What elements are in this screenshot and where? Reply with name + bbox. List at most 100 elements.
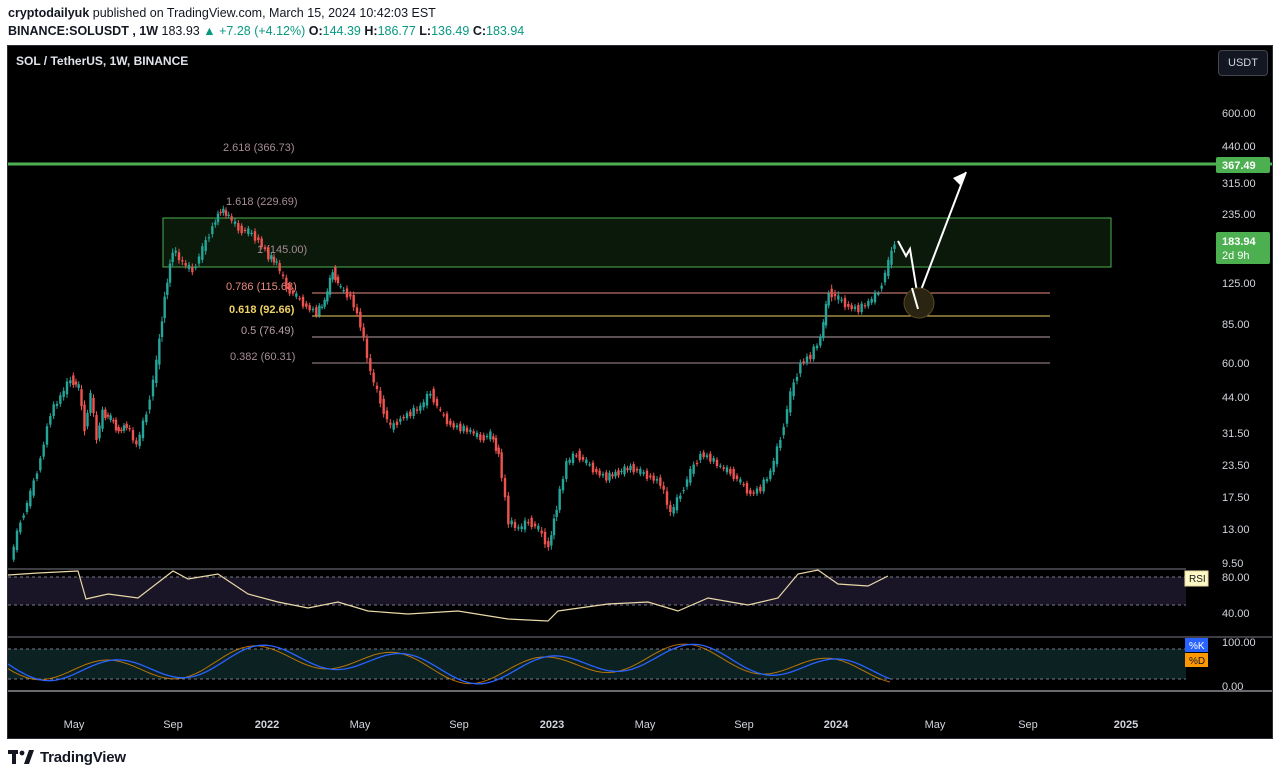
candle-body	[114, 419, 118, 431]
candle-body	[850, 305, 853, 310]
price-axis-label: 85.00	[1222, 319, 1250, 331]
candle-body	[415, 409, 419, 411]
candle-body	[729, 468, 732, 474]
interval: 1W	[139, 24, 159, 38]
fib-label: 0.618 (92.66)	[229, 304, 295, 316]
open-value: 144.39	[322, 24, 361, 38]
candle-body	[288, 284, 291, 294]
countdown-badge: 2d 9h	[1222, 250, 1250, 262]
candle-body	[617, 470, 620, 476]
stoch-d-line	[8, 643, 891, 685]
time-axis-label: Sep	[163, 719, 183, 731]
candle-body	[359, 311, 362, 328]
candle-body	[253, 231, 257, 241]
time-axis-label: Sep	[1018, 719, 1038, 731]
candle-body	[837, 295, 840, 300]
candle-body	[611, 474, 614, 477]
candle-body	[29, 490, 32, 507]
candle-body	[62, 390, 65, 397]
candle-body	[877, 293, 880, 295]
publish-header: cryptodailyuk published on TradingView.c…	[8, 4, 1268, 40]
last-price: 183.93	[161, 24, 200, 38]
candle-body	[141, 420, 145, 439]
candle-body	[305, 303, 308, 307]
publisher-name[interactable]: cryptodailyuk	[8, 6, 90, 20]
candle-body	[494, 437, 498, 451]
candle-body	[89, 392, 92, 413]
candle-body	[55, 403, 59, 406]
candle-body	[219, 211, 222, 214]
candle-body	[682, 489, 685, 492]
candle-body	[507, 495, 510, 525]
time-axis-label: May	[635, 719, 656, 731]
rsi-line	[8, 569, 889, 622]
candle-body	[155, 359, 158, 384]
candle-body	[311, 308, 315, 311]
candle-body	[847, 303, 850, 307]
candle-body	[629, 465, 632, 471]
fib-label: 0.5 (76.49)	[241, 325, 294, 337]
candle-body	[92, 397, 95, 414]
candle-body	[342, 290, 345, 292]
candle-body	[369, 358, 372, 371]
fib-label: 2.618 (366.73)	[223, 142, 295, 154]
candle-body	[131, 430, 135, 441]
brand-name: TradingView	[40, 748, 126, 766]
stoch-d-badge-bg	[1185, 653, 1208, 667]
candle-body	[301, 296, 305, 307]
candle-body	[540, 530, 543, 534]
candle-body	[382, 398, 385, 414]
candle-body	[19, 522, 22, 533]
candle-body	[510, 520, 513, 525]
candle-body	[275, 261, 278, 263]
candle-body	[655, 479, 659, 481]
candle-body	[588, 464, 591, 466]
currency-button[interactable]: USDT	[1218, 50, 1268, 76]
candle-body	[243, 229, 247, 232]
candle-body	[399, 418, 402, 422]
candle-body	[201, 246, 204, 260]
price-axis-label: 13.00	[1222, 524, 1250, 536]
candle-body	[652, 475, 655, 481]
candle-body	[890, 250, 893, 265]
candle-body	[442, 414, 445, 416]
candle-body	[520, 526, 523, 529]
chart-area[interactable]: 2.618 (366.73) 1.618 (229.69) 1 (145.00) 0.…	[7, 45, 1273, 739]
candle-body	[263, 247, 267, 250]
candle-body	[552, 518, 556, 536]
target-price-badge: 367.49	[1222, 160, 1256, 172]
candle-body	[429, 393, 432, 396]
candle-body	[331, 272, 334, 280]
candle-body	[867, 300, 870, 307]
candle-body	[489, 431, 492, 440]
candle-body	[530, 517, 533, 527]
price-chart[interactable]: 2.618 (366.73) 1.618 (229.69) 1 (145.00) 0.…	[8, 46, 1273, 739]
candle-body	[571, 453, 575, 464]
candle-body	[715, 459, 719, 466]
candle-body	[833, 294, 837, 297]
candle-body	[65, 381, 69, 395]
candle-body	[795, 376, 799, 381]
projection-path	[911, 287, 919, 310]
current-price-badge: 183.94	[1222, 236, 1257, 248]
publish-line: cryptodailyuk published on TradingView.c…	[8, 4, 1268, 22]
candle-body	[240, 225, 243, 234]
price-axis-label: 440.00	[1222, 141, 1256, 153]
candle-body	[887, 259, 890, 277]
resistance-zone	[162, 217, 1112, 268]
candle-body	[419, 405, 422, 411]
candle-body	[86, 412, 89, 427]
candle-body	[669, 504, 672, 512]
fib-label: 1.618 (229.69)	[226, 196, 298, 208]
candle-body	[883, 272, 887, 283]
candle-body	[635, 468, 639, 471]
candle-body	[679, 495, 682, 499]
candle-body	[665, 491, 669, 505]
candle-body	[742, 484, 745, 486]
candle-body	[732, 468, 735, 479]
candle-body	[745, 483, 749, 494]
candle-body	[187, 264, 191, 269]
price-axis-label: 600.00	[1222, 108, 1256, 120]
candle-body	[819, 336, 822, 346]
price-axis-label: 44.00	[1222, 392, 1250, 404]
